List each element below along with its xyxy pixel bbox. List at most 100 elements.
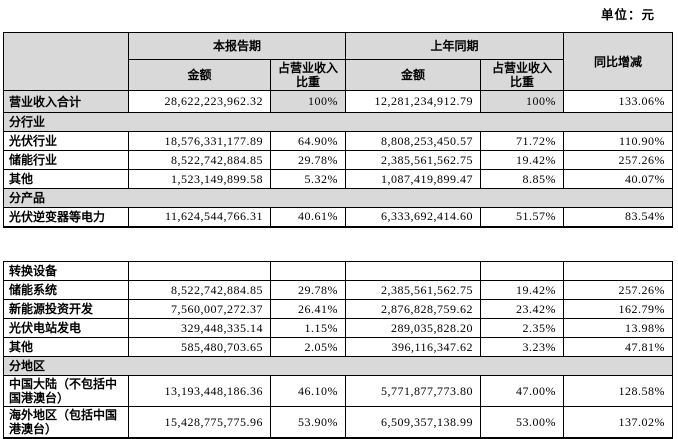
cell-yoy-change: 162.79%	[563, 299, 673, 319]
cell-prior-pct: 3.23%	[480, 337, 564, 357]
table-row: 其他 1,523,149,899.58 5.32% 1,087,419,899.47 8…	[3, 169, 674, 189]
current-amount-header: 金额	[128, 59, 271, 91]
table-row: 储能行业 8,522,742,884.85 29.78% 2,385,561,562.…	[3, 150, 674, 170]
prior-period-header: 上年同期	[345, 32, 565, 60]
cell-prior-amount: 5,771,877,773.80	[345, 375, 481, 407]
cell-prior-pct	[480, 261, 564, 281]
current-pct-header: 占营业收入比重	[269, 59, 347, 91]
cell-prior-pct: 19.42%	[480, 280, 564, 300]
cell-current-amount: 585,480,703.65	[128, 337, 271, 357]
cell-yoy-change	[563, 261, 673, 281]
row-label-column-header	[3, 32, 129, 91]
cell-prior-pct: 100%	[480, 90, 565, 113]
cell-yoy-change: 257.26%	[563, 280, 673, 300]
cell-current-amount: 8,522,742,884.85	[128, 150, 271, 170]
cell-current-pct: 100%	[269, 90, 347, 113]
revenue-table-part1: 本报告期 上年同期 同比增减 金额 占营业收入比重 金额 占营业收入比重 营业收…	[2, 32, 674, 228]
table-row: 转换设备	[3, 261, 673, 281]
cell-yoy-change: 137.02%	[563, 406, 673, 439]
cell-yoy-change: 83.54%	[563, 207, 674, 227]
prior-amount-header: 金额	[345, 59, 482, 91]
unit-label: 单位：元	[600, 8, 655, 22]
cell-prior-amount: 12,281,234,912.79	[345, 90, 482, 113]
cell-current-pct: 64.90%	[269, 131, 347, 151]
table-row: 营业收入合计 28,622,223,962.32 100% 12,281,234,91…	[3, 90, 674, 113]
row-label: 其他	[3, 169, 129, 189]
row-label: 新能源投资开发	[3, 299, 129, 319]
cell-current-pct: 5.32%	[269, 169, 347, 189]
cell-prior-amount	[345, 261, 481, 281]
section-row: 分产品	[2, 188, 674, 208]
cell-prior-amount: 6,509,357,138.99	[345, 406, 481, 439]
cell-current-amount: 1,523,149,899.58	[128, 169, 271, 189]
cell-current-amount: 18,576,331,177.89	[128, 131, 271, 151]
cell-current-pct: 29.78%	[269, 150, 347, 170]
cell-current-amount: 7,560,007,272.37	[128, 299, 271, 319]
cell-prior-pct: 8.85%	[480, 169, 565, 189]
cell-prior-pct: 19.42%	[480, 150, 565, 170]
cell-current-amount: 8,522,742,884.85	[128, 280, 271, 300]
table-row: 光伏逆变器等电力 11,624,544,766.31 40.61% 6,333,692…	[3, 207, 674, 227]
prior-pct-header: 占营业收入比重	[480, 59, 565, 91]
row-label: 储能系统	[3, 280, 129, 300]
cell-prior-amount: 289,035,828.20	[345, 318, 481, 338]
current-period-header: 本报告期	[127, 32, 347, 60]
cell-prior-pct: 51.57%	[480, 207, 565, 227]
row-label: 转换设备	[3, 261, 129, 281]
cell-current-amount: 15,428,775,775.96	[128, 406, 271, 439]
table-row: 光伏行业 18,576,331,177.89 64.90% 8,808,253,450…	[3, 131, 674, 151]
section-label: 分地区	[3, 356, 673, 376]
cell-prior-amount: 8,808,253,450.57	[345, 131, 482, 151]
row-label: 其他	[3, 337, 129, 357]
cell-current-pct	[270, 261, 346, 281]
table-row: 光伏电站发电 329,448,335.14 1.15% 289,035,828.20 2…	[3, 318, 673, 338]
cell-current-amount: 28,622,223,962.32	[128, 90, 271, 113]
cell-prior-pct: 23.42%	[480, 299, 564, 319]
table-row: 中国大陆（不包括中国港澳台） 13,193,448,186.36 46.10% 5,7…	[3, 375, 673, 407]
row-label: 储能行业	[3, 150, 129, 170]
cell-current-pct: 40.61%	[269, 207, 347, 227]
cell-current-pct: 29.78%	[270, 280, 346, 300]
header-group-row: 本报告期 上年同期 同比增减	[3, 32, 674, 91]
cell-current-amount: 329,448,335.14	[128, 318, 271, 338]
cell-yoy-change: 110.90%	[563, 131, 674, 151]
cell-yoy-change: 128.58%	[563, 375, 673, 407]
cell-prior-amount: 2,385,561,562.75	[345, 150, 482, 170]
cell-prior-pct: 47.00%	[480, 375, 564, 407]
row-label: 光伏电站发电	[3, 318, 129, 338]
table-row: 其他 585,480,703.65 2.05% 396,116,347.62 3.23%…	[3, 337, 673, 357]
cell-prior-amount: 6,333,692,414.60	[345, 207, 482, 227]
yoy-change-header: 同比增减	[563, 32, 674, 91]
cell-current-pct: 53.90%	[270, 406, 346, 439]
table-row: 储能系统 8,522,742,884.85 29.78% 2,385,561,562.…	[3, 280, 673, 300]
cell-current-pct: 2.05%	[270, 337, 346, 357]
cell-current-pct: 1.15%	[270, 318, 346, 338]
cell-yoy-change: 47.81%	[563, 337, 673, 357]
row-label: 光伏行业	[3, 131, 129, 151]
cell-yoy-change: 133.06%	[563, 90, 674, 113]
revenue-table-header: 本报告期 上年同期 同比增减 金额 占营业收入比重 金额 占营业收入比重	[3, 32, 674, 91]
section-label: 分产品	[2, 188, 674, 208]
cell-current-amount: 11,624,544,766.31	[128, 207, 271, 227]
cell-prior-amount: 2,876,828,759.62	[345, 299, 481, 319]
cell-prior-pct: 71.72%	[480, 131, 565, 151]
cell-current-pct: 26.41%	[270, 299, 346, 319]
cell-prior-amount: 1,087,419,899.47	[345, 169, 482, 189]
cell-prior-amount: 396,116,347.62	[345, 337, 481, 357]
cell-current-amount	[128, 261, 271, 281]
row-label: 海外地区（包括中国港澳台）	[3, 406, 129, 439]
table-row: 海外地区（包括中国港澳台） 15,428,775,775.96 53.90% 6,50…	[3, 406, 673, 439]
table-row: 新能源投资开发 7,560,007,272.37 26.41% 2,876,828,7…	[3, 299, 673, 319]
cell-prior-pct: 2.35%	[480, 318, 564, 338]
revenue-table-body-part2: 转换设备 储能系统 8,522,742,884.85 29.78% 2,385,561,…	[3, 261, 673, 439]
row-label: 中国大陆（不包括中国港澳台）	[3, 375, 129, 407]
cell-prior-amount: 2,385,561,562.75	[345, 280, 481, 300]
revenue-table-part2: 转换设备 储能系统 8,522,742,884.85 29.78% 2,385,561,…	[3, 261, 673, 439]
cell-current-amount: 13,193,448,186.36	[128, 375, 271, 407]
header-subcolumn-row: 金额 占营业收入比重 金额 占营业收入比重	[4, 59, 673, 91]
section-row: 分地区	[3, 356, 673, 376]
section-row: 分行业	[2, 112, 674, 132]
cell-prior-pct: 53.00%	[480, 406, 564, 439]
cell-yoy-change: 257.26%	[563, 150, 674, 170]
revenue-table-body-part1: 营业收入合计 28,622,223,962.32 100% 12,281,234,91…	[2, 90, 674, 227]
